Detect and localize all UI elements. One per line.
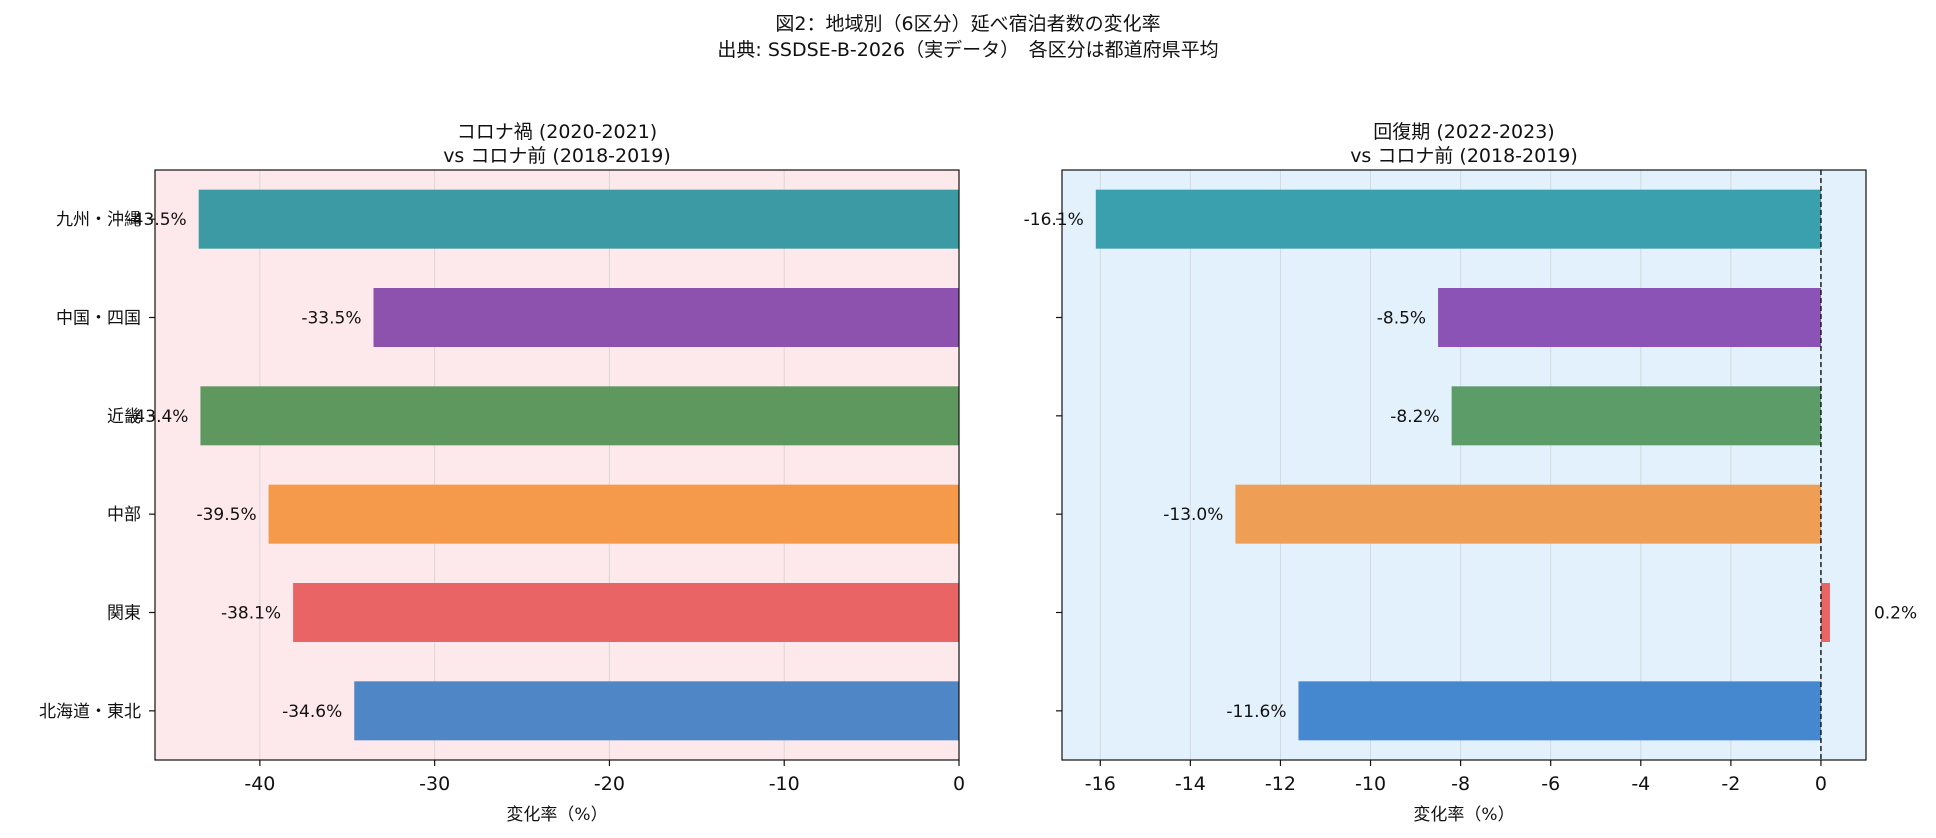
panel-2-bar — [1820, 583, 1830, 642]
panel-2-bar — [1095, 189, 1821, 249]
panel-2-data-label: -8.2% — [1390, 407, 1439, 427]
panel-1-category-label: 近畿 — [107, 407, 141, 427]
panel-2-data-label: -11.6% — [1226, 702, 1286, 722]
panel-2-bar — [1438, 288, 1821, 347]
panel-2-x-tick-label: -12 — [1265, 773, 1296, 795]
panel-2-x-tick-label: -2 — [1721, 773, 1740, 795]
panel-1-title: コロナ禍 (2020-2021) — [457, 121, 657, 143]
panel-2-bar — [1235, 484, 1821, 544]
panel-1-data-label: -43.5% — [127, 210, 187, 230]
panel-1-frame — [154, 169, 960, 761]
panel-1-bar — [200, 386, 959, 446]
figure-title: 図2：地域別（6区分）延べ宿泊者数の変化率 — [775, 13, 1161, 35]
panel-1-bar — [293, 583, 959, 642]
panel-2-data-label: -16.1% — [1024, 210, 1084, 230]
panel-1-data-label: -33.5% — [301, 309, 361, 329]
panel-2-bar — [1298, 681, 1821, 741]
panel-2-x-axis-label: 変化率（%） — [1413, 805, 1514, 825]
panel-2-x-tick-label: -8 — [1451, 773, 1470, 795]
panel-1-category-label: 中部 — [107, 505, 141, 525]
panel-1-x-tick-label: -40 — [244, 773, 275, 795]
panel-1-bar — [373, 288, 959, 347]
panel-2-x-tick-label: -16 — [1085, 773, 1116, 795]
panel-1-bar — [268, 484, 959, 544]
panel-1-title: vs コロナ前 (2018-2019) — [443, 145, 671, 167]
panel-2-frame — [1061, 169, 1867, 761]
panel-1-category-label: 中国・四国 — [56, 309, 141, 329]
panel-1-x-axis-label: 変化率（%） — [506, 805, 607, 825]
panel-2-x-tick-label: -4 — [1631, 773, 1650, 795]
figure-subtitle: 出典: SSDSE-B-2026（実データ） 各区分は都道府県平均 — [717, 39, 1219, 61]
panel-2-background — [1062, 170, 1866, 760]
panel-1-category-label: 九州・沖縄 — [56, 210, 141, 230]
panel-2-bar — [1451, 386, 1821, 446]
panel-1-data-label: -38.1% — [221, 604, 281, 624]
panel-2-x-tick-label: 0 — [1815, 773, 1827, 795]
panel-1-data-label: -34.6% — [282, 702, 342, 722]
panel-1-bar — [354, 681, 959, 741]
panel-1-x-tick-label: -10 — [769, 773, 800, 795]
panel-1-bar — [198, 189, 959, 249]
panel-2-data-label: -13.0% — [1163, 505, 1223, 525]
panel-2-title: vs コロナ前 (2018-2019) — [1350, 145, 1578, 167]
panel-1-x-tick-label: 0 — [953, 773, 965, 795]
panel-2-data-label: -8.5% — [1377, 309, 1426, 329]
panel-1-data-label: -43.4% — [128, 407, 188, 427]
panel-2-title: 回復期 (2022-2023) — [1373, 121, 1554, 143]
panel-2-x-tick-label: -14 — [1175, 773, 1206, 795]
panel-1-data-label: -39.5% — [196, 505, 256, 525]
panel-1-x-tick-label: -30 — [419, 773, 450, 795]
panel-2-data-label: 0.2% — [1874, 604, 1917, 624]
panel-1-x-tick-label: -20 — [594, 773, 625, 795]
panel-1-background — [155, 170, 959, 760]
panel-2-x-tick-label: -6 — [1541, 773, 1560, 795]
panel-1-category-label: 関東 — [107, 604, 141, 624]
panel-1-category-label: 北海道・東北 — [39, 702, 141, 722]
panel-2-x-tick-label: -10 — [1355, 773, 1386, 795]
